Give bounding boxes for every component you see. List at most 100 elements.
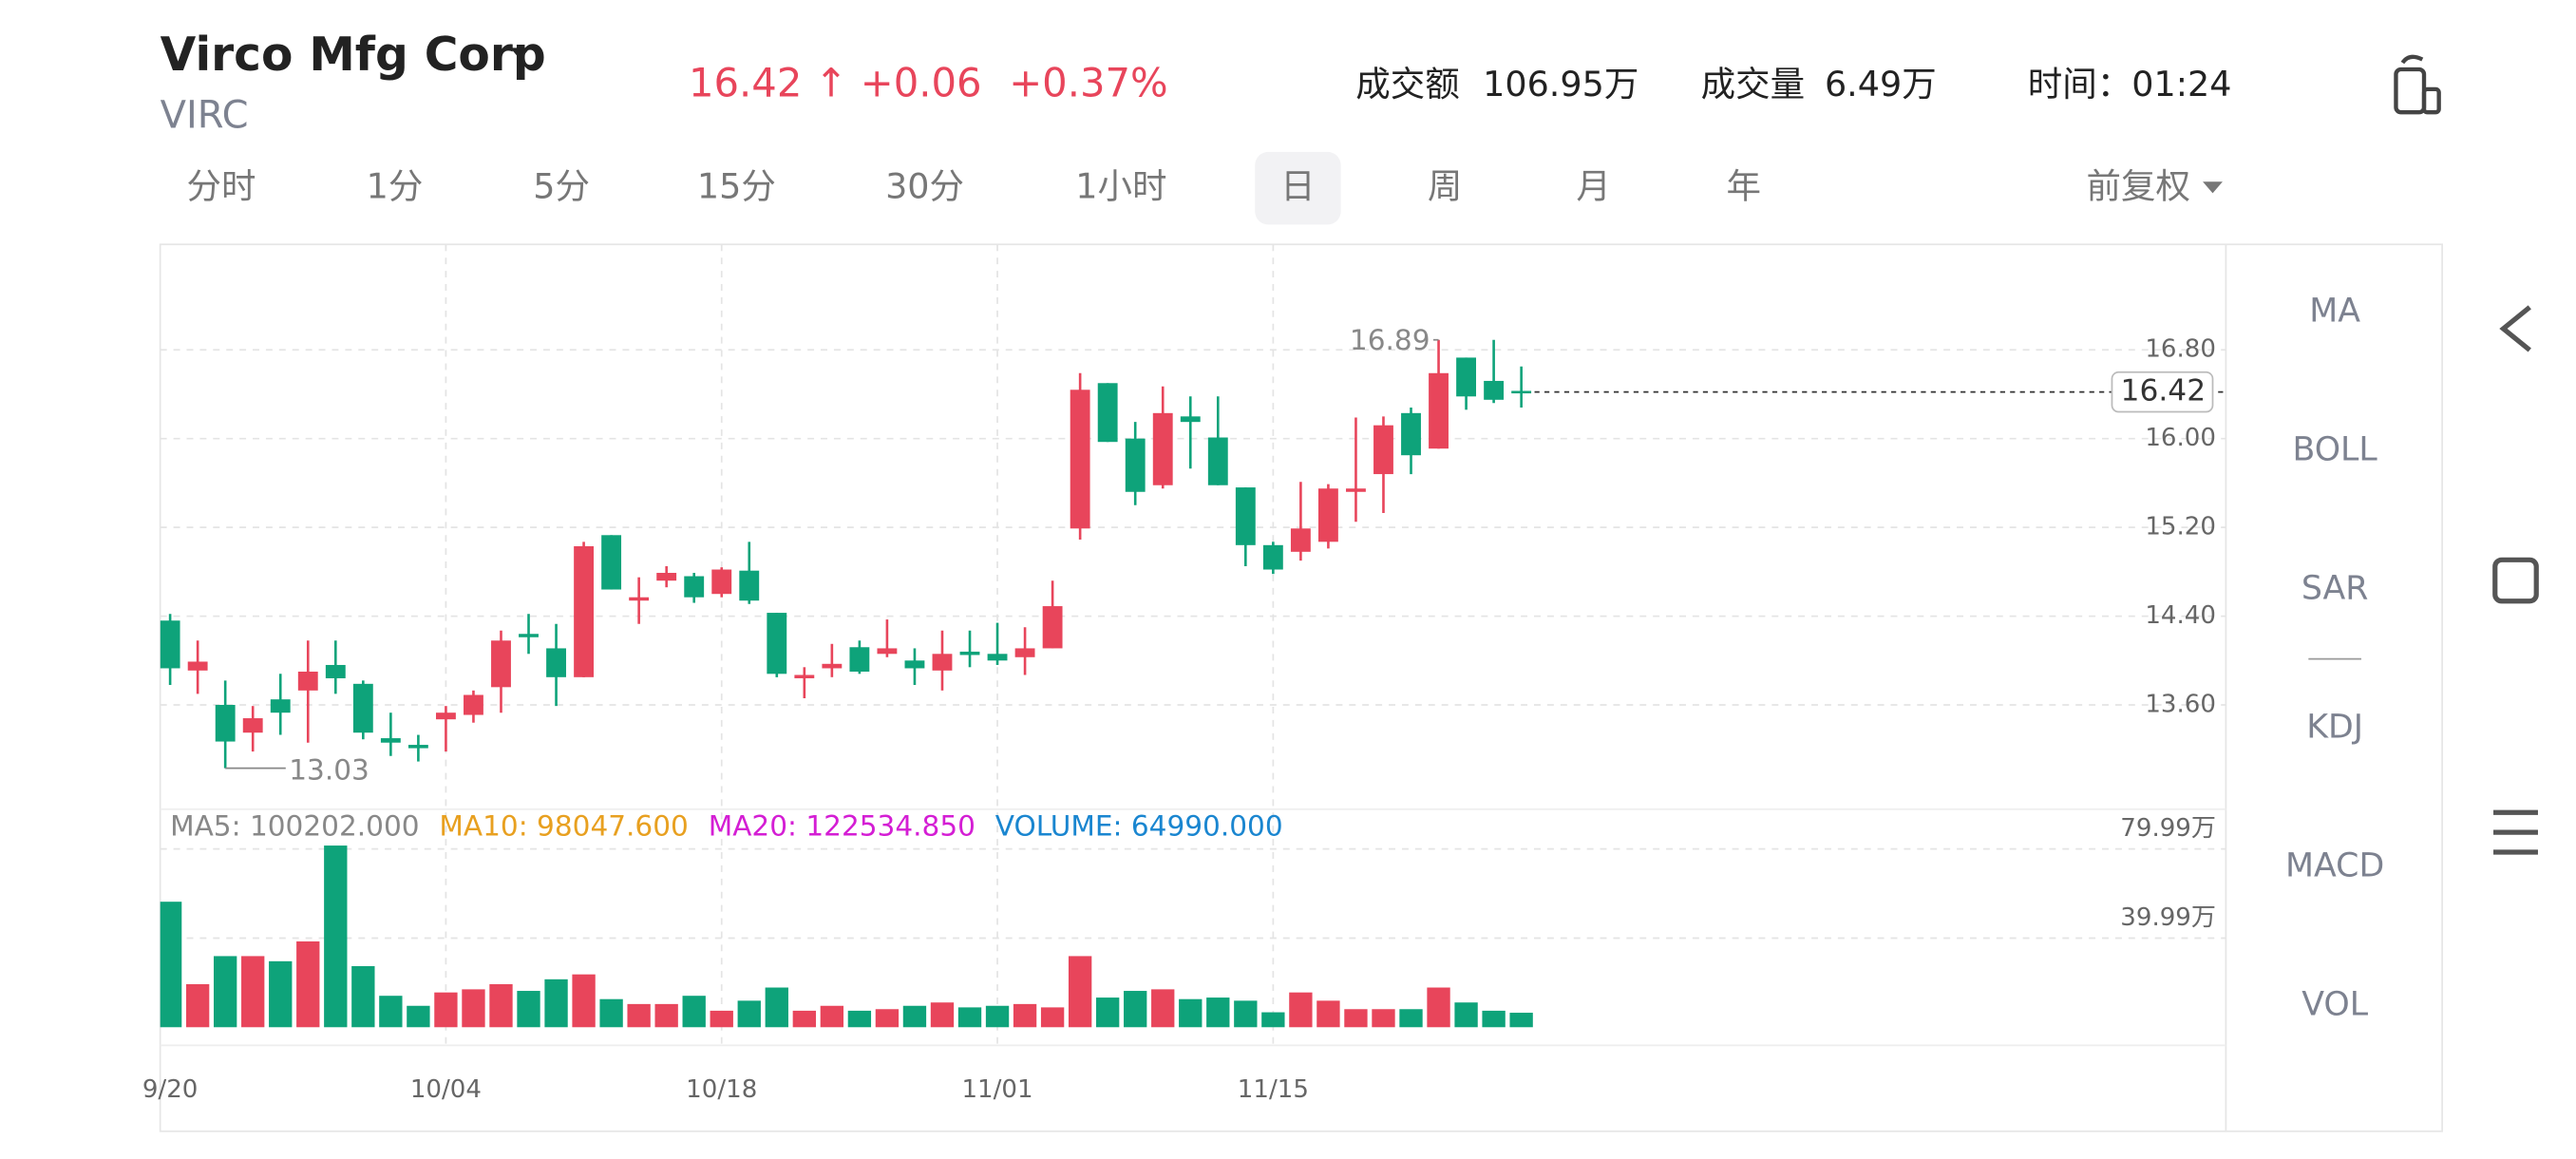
volume-bar	[296, 940, 320, 1028]
candle-body	[574, 545, 595, 677]
volume-bar	[1261, 1012, 1285, 1028]
candle-body	[491, 640, 511, 688]
candle-body	[1070, 390, 1090, 529]
volume-bar	[1454, 1002, 1478, 1028]
volume-bar	[1124, 991, 1147, 1028]
home-button[interactable]	[2492, 557, 2539, 604]
last-price-box	[2111, 370, 2214, 413]
time: 时间：01:24	[2028, 64, 2232, 104]
volume-bar	[654, 1003, 678, 1028]
candle-body	[987, 654, 1008, 661]
candle-body	[1429, 372, 1449, 449]
candle-body	[1456, 357, 1477, 397]
candle-body	[767, 613, 787, 674]
volume-bar	[572, 974, 596, 1028]
tab[interactable]: 年	[1727, 166, 1762, 207]
volume-bar	[902, 1005, 927, 1028]
rotate-icon[interactable]	[2394, 54, 2441, 115]
volume-bar	[957, 1007, 982, 1028]
tab[interactable]: 月	[1576, 166, 1611, 207]
adjust[interactable]: 前复权	[2087, 166, 2190, 207]
dropdown-icon[interactable]	[510, 48, 531, 60]
indicator[interactable]: MA	[2309, 293, 2360, 331]
y-tick-label: 16.80	[2145, 335, 2216, 364]
volume-bar	[434, 992, 458, 1028]
volume-bar	[1289, 992, 1313, 1028]
volume-bar	[847, 1010, 872, 1028]
indicator[interactable]: BOLL	[2292, 431, 2377, 469]
tab[interactable]: 15分	[697, 166, 776, 207]
volume-bar	[1206, 998, 1230, 1028]
indicator[interactable]: VOL	[2301, 986, 2369, 1024]
indicator[interactable]: KDJ	[2306, 709, 2363, 747]
indicator[interactable]: MACD	[2285, 847, 2384, 885]
candle-body	[546, 648, 566, 677]
candles	[160, 339, 1532, 769]
candle-body	[601, 535, 622, 590]
volume-bar	[351, 965, 375, 1028]
y-tick-label: 14.40	[2145, 601, 2216, 630]
candle-body	[242, 718, 263, 733]
candle-body	[380, 738, 401, 743]
volume-bar	[462, 989, 485, 1028]
change-pct: +0.37%	[1009, 59, 1168, 105]
candle-body	[325, 664, 346, 678]
volume-bar	[1040, 1007, 1065, 1028]
high-label: 16.89	[1350, 324, 1430, 356]
x-tick-label: 10/04	[410, 1075, 482, 1104]
volume-bar	[517, 991, 540, 1028]
candle-body	[215, 705, 236, 742]
tab[interactable]: 分时	[187, 166, 256, 207]
stock-name[interactable]: Virco Mfg Corp	[161, 28, 546, 82]
tab[interactable]: 1分	[367, 166, 424, 207]
volume-bars	[160, 846, 1533, 1028]
candle-body	[656, 573, 677, 581]
volume-bar	[214, 956, 237, 1028]
y-tick-label: 79.99万	[2120, 814, 2216, 843]
candle-body	[684, 576, 705, 598]
candle-body	[407, 745, 428, 749]
volume-label: 成交量	[1701, 64, 1805, 104]
x-tick-label: 11/01	[961, 1075, 1032, 1104]
tab[interactable]: 5分	[533, 166, 590, 207]
candle-body	[932, 654, 953, 671]
volume-bar	[1399, 1009, 1423, 1028]
candle-body	[959, 651, 980, 656]
volume-bar	[1151, 989, 1175, 1028]
last-price-label: 16.42	[2121, 374, 2207, 408]
volume-bar	[269, 960, 293, 1028]
tab[interactable]: 周	[1428, 166, 1463, 207]
candle-body	[1484, 380, 1505, 400]
volume-bar	[407, 1005, 430, 1028]
volume-bar	[1316, 1000, 1340, 1028]
volume-bar	[1509, 1013, 1533, 1028]
candle-body	[187, 661, 208, 671]
volume-bar	[1095, 998, 1120, 1028]
dropdown-icon[interactable]	[2203, 181, 2223, 194]
volume-bar	[820, 1005, 844, 1028]
x-tick-label: 10/18	[686, 1075, 757, 1104]
indicator[interactable]: SAR	[2301, 570, 2369, 608]
volume-bar	[1427, 987, 1450, 1028]
y-tick-label: 16.00	[2145, 424, 2216, 452]
y-tick-label: 15.20	[2145, 513, 2216, 542]
volume-bar	[241, 956, 265, 1028]
low-label: 13.03	[289, 754, 369, 787]
candle-body	[849, 647, 870, 672]
candle-body	[352, 683, 373, 733]
tab-highlight	[1255, 151, 1341, 225]
volume-bar	[544, 978, 568, 1028]
volume-bar	[737, 1000, 761, 1028]
tab[interactable]: 日	[1280, 166, 1316, 207]
menu-button[interactable]	[2493, 809, 2538, 855]
tab[interactable]: 1小时	[1075, 166, 1166, 207]
ticker: VIRC	[161, 93, 249, 137]
tab[interactable]: 30分	[885, 166, 964, 207]
volume-bar	[792, 1010, 816, 1028]
volume-bar	[1234, 1000, 1258, 1028]
back-button[interactable]	[2499, 305, 2531, 352]
volume-bar	[185, 983, 210, 1028]
volume-bar	[1179, 998, 1203, 1028]
volume-bar	[710, 1010, 733, 1028]
